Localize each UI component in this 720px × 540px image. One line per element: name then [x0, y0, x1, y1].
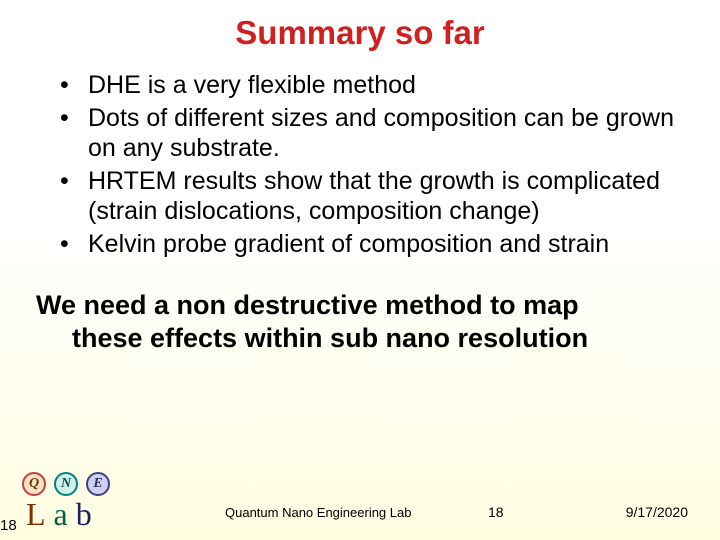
page-number-right: 18: [488, 504, 504, 520]
logo-letter-b: b: [76, 496, 100, 532]
logo-q-icon: Q: [22, 472, 46, 496]
slide-title: Summary so far: [0, 0, 720, 62]
conclusion-line1: We need a non destructive method to map: [36, 290, 579, 320]
logo-n-icon: N: [54, 472, 78, 496]
logo-letter-a: a: [54, 496, 76, 532]
slide-footer: 18 Q N E Lab Quantum Nano Engineering La…: [0, 470, 720, 540]
logo-e-icon: E: [86, 472, 110, 496]
logo-lab-text: Lab: [26, 496, 100, 533]
lab-logo: Q N E Lab: [10, 470, 140, 540]
footer-date: 9/17/2020: [626, 504, 688, 520]
bullet-list: DHE is a very flexible method Dots of di…: [0, 62, 720, 259]
conclusion-text: We need a non destructive method to map …: [0, 261, 720, 355]
footer-lab-name: Quantum Nano Engineering Lab: [225, 505, 411, 520]
conclusion-line2: these effects within sub nano resolution: [36, 322, 690, 355]
logo-letter-l: L: [26, 496, 54, 532]
bullet-item: DHE is a very flexible method: [60, 70, 690, 101]
bullet-item: HRTEM results show that the growth is co…: [60, 166, 690, 227]
bullet-item: Kelvin probe gradient of composition and…: [60, 229, 690, 260]
bullet-item: Dots of different sizes and composition …: [60, 103, 690, 164]
